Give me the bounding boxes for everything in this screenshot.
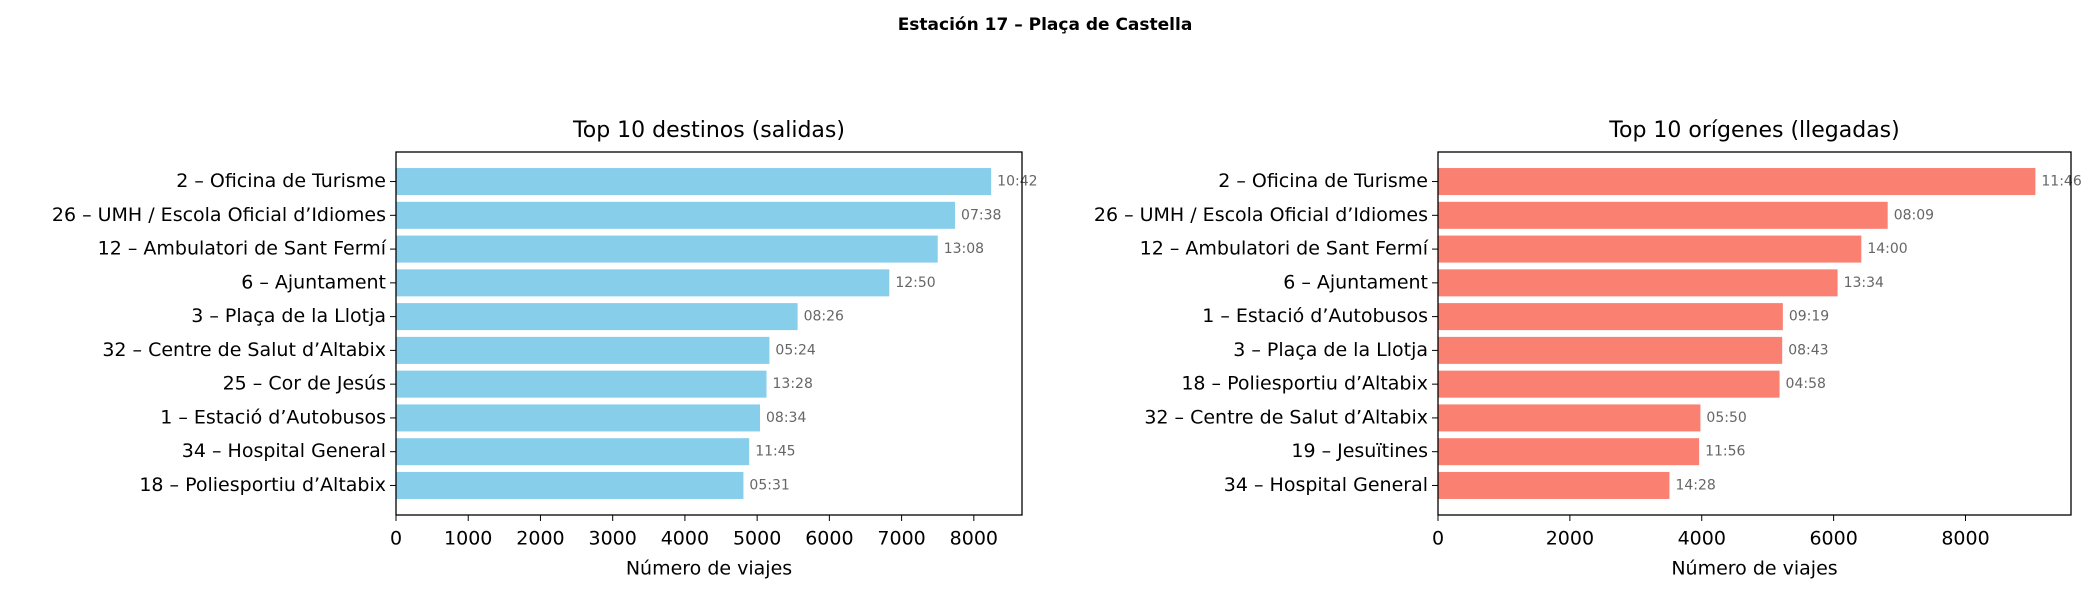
bar-annotation: 11:45: [755, 444, 795, 460]
bar: [396, 201, 956, 229]
y-tick-label: 12 – Ambulatori de Sant Fermí: [1140, 238, 1429, 260]
bar-annotation: 05:31: [749, 477, 789, 493]
bar: [1438, 201, 1888, 229]
bar: [1438, 471, 1670, 499]
bar-annotation: 14:28: [1675, 477, 1715, 493]
bar: [396, 370, 767, 398]
x-tick-label: 2000: [1546, 528, 1594, 550]
y-tick-label: 18 – Poliesportiu d’Altabix: [139, 474, 386, 496]
bar-annotation: 08:26: [804, 309, 844, 325]
x-tick-label: 0: [390, 528, 402, 550]
bar-annotation: 13:08: [944, 241, 984, 257]
bar-annotation: 11:56: [1705, 444, 1745, 460]
y-tick-label: 26 – UMH / Escola Oficial d’Idiomes: [1094, 204, 1428, 226]
bar-annotation: 09:19: [1789, 309, 1829, 325]
chart-title: Top 10 orígenes (llegadas): [1608, 118, 1899, 143]
y-tick-label: 19 – Jesuïtines: [1291, 440, 1428, 462]
bar-annotation: 05:24: [775, 342, 815, 358]
bar-annotation: 04:58: [1786, 376, 1826, 392]
bar: [396, 269, 890, 297]
bar-annotation: 08:09: [1894, 207, 1934, 223]
bar: [396, 235, 938, 263]
x-tick-label: 0: [1432, 528, 1444, 550]
x-tick-label: 6000: [805, 528, 853, 550]
y-tick-label: 1 – Estació d’Autobusos: [1202, 305, 1428, 327]
x-tick-label: 4000: [661, 528, 709, 550]
x-tick-label: 8000: [950, 528, 998, 550]
chart-title: Top 10 destinos (salidas): [572, 118, 845, 143]
y-tick-label: 6 – Ajuntament: [1283, 271, 1428, 293]
bar: [396, 471, 744, 499]
x-tick-label: 6000: [1809, 528, 1857, 550]
x-tick-label: 4000: [1678, 528, 1726, 550]
bar: [396, 404, 761, 432]
x-axis-label: Número de viajes: [626, 558, 792, 580]
y-tick-label: 32 – Centre de Salut d’Altabix: [102, 339, 386, 361]
bar: [396, 336, 770, 364]
x-tick-label: 7000: [877, 528, 925, 550]
y-tick-label: 12 – Ambulatori de Sant Fermí: [98, 238, 387, 260]
plot-frame: [1437, 151, 2072, 516]
y-tick-label: 18 – Poliesportiu d’Altabix: [1181, 373, 1428, 395]
bar-annotation: 08:43: [1788, 342, 1828, 358]
bar-annotation: 10:42: [997, 174, 1037, 190]
bar-annotation: 08:34: [766, 410, 806, 426]
x-axis-label: Número de viajes: [1671, 558, 1837, 580]
y-tick-label: 34 – Hospital General: [1224, 474, 1428, 496]
bar-annotation: 13:28: [773, 376, 813, 392]
y-tick-label: 34 – Hospital General: [182, 440, 386, 462]
y-tick-label: 3 – Plaça de la Llotja: [1233, 339, 1428, 361]
y-tick-label: 26 – UMH / Escola Oficial d’Idiomes: [52, 204, 386, 226]
y-tick-label: 3 – Plaça de la Llotja: [191, 305, 386, 327]
bar: [1438, 404, 1701, 432]
bar-annotation: 14:00: [1867, 241, 1907, 257]
bar-annotation: 11:46: [2041, 174, 2081, 190]
y-tick-label: 2 – Oficina de Turisme: [1218, 170, 1428, 192]
bar: [1438, 168, 2036, 196]
y-tick-label: 25 – Cor de Jesús: [223, 373, 386, 395]
bar: [1438, 269, 1838, 297]
y-tick-label: 32 – Centre de Salut d’Altabix: [1144, 406, 1428, 428]
bar-annotation: 05:50: [1706, 410, 1746, 426]
y-tick-label: 1 – Estació d’Autobusos: [160, 406, 386, 428]
x-tick-label: 3000: [589, 528, 637, 550]
bar: [1438, 303, 1783, 331]
x-tick-label: 5000: [733, 528, 781, 550]
bar: [1438, 336, 1783, 364]
x-tick-label: 2000: [516, 528, 564, 550]
bar: [396, 438, 750, 466]
plot-frame: [395, 151, 1023, 516]
bar-annotation: 07:38: [961, 207, 1001, 223]
x-tick-label: 8000: [1941, 528, 1989, 550]
bar: [1438, 438, 1700, 466]
bar-annotation: 13:34: [1844, 275, 1884, 291]
y-tick-label: 6 – Ajuntament: [241, 271, 386, 293]
bar-annotation: 12:50: [895, 275, 935, 291]
bar: [1438, 235, 1862, 263]
y-tick-label: 2 – Oficina de Turisme: [176, 170, 386, 192]
bar: [396, 168, 992, 196]
bar: [396, 303, 798, 331]
bar: [1438, 370, 1780, 398]
x-tick-label: 1000: [444, 528, 492, 550]
figure-title: Estación 17 – Plaça de Castella: [898, 15, 1193, 35]
